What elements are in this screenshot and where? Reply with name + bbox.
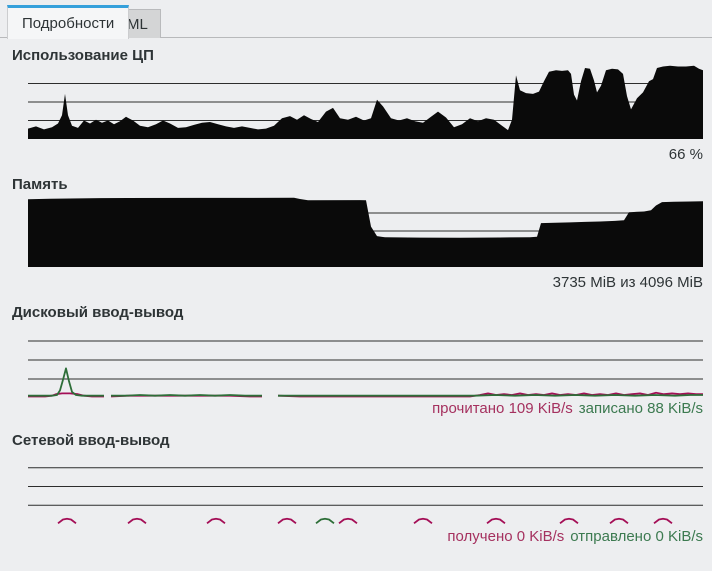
disk-write-line (111, 394, 262, 397)
memory-title: Память (12, 176, 68, 193)
net-received-line (277, 517, 297, 524)
network-sent-value: отправлено 0 KiB/s (570, 528, 703, 545)
net-received-line (338, 517, 358, 524)
net-received-line (57, 517, 77, 524)
memory-chart (28, 197, 703, 267)
net-received-line (486, 517, 506, 524)
cpu-usage-value: 66 % (668, 146, 703, 163)
disk-io-title: Дисковый ввод-вывод (12, 304, 184, 321)
disk-io-chart (28, 340, 703, 398)
net-sent-line (315, 517, 335, 524)
disk-write-value: записано 88 KiB/s (578, 400, 703, 417)
network-io-chart (28, 467, 703, 524)
disk-write-line (28, 367, 104, 397)
network-received-value: получено 0 KiB/s (447, 528, 565, 545)
net-received-line (559, 517, 579, 524)
net-received-line (609, 517, 629, 524)
net-received-line (413, 517, 433, 524)
disk-read-value: прочитано 109 KiB/s (432, 400, 573, 417)
net-received-line (206, 517, 226, 524)
disk-io-values: прочитано 109 KiB/s записано 88 KiB/s (432, 400, 703, 417)
net-received-line (653, 517, 673, 524)
memory-value: 3735 MiB из 4096 MiB (552, 274, 703, 291)
network-io-values: получено 0 KiB/s отправлено 0 KiB/s (447, 528, 703, 545)
tab-bar: Подробности XML (0, 0, 712, 39)
memory-used-area (28, 197, 703, 267)
tab-details-label: Подробности (22, 15, 115, 32)
tab-details[interactable]: Подробности (7, 5, 130, 39)
cpu-usage-chart (28, 65, 703, 139)
disk-write-line (278, 394, 703, 397)
net-received-line (127, 517, 147, 524)
cpu-usage-area (28, 65, 703, 139)
cpu-usage-title: Использование ЦП (12, 47, 154, 64)
network-io-title: Сетевой ввод-вывод (12, 432, 170, 449)
